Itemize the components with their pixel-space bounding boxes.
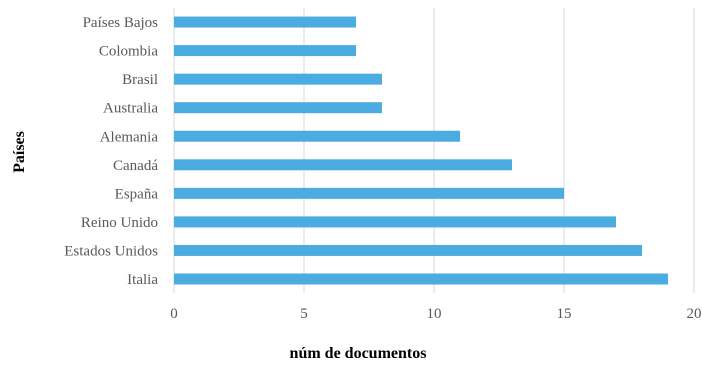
x-axis-title: núm de documentos: [290, 345, 427, 362]
x-tick-label: 15: [557, 306, 572, 322]
x-tick-label: 0: [170, 306, 178, 322]
x-tick-label: 5: [300, 306, 308, 322]
y-axis-title: Países: [11, 131, 28, 173]
x-tick-labels: 0 5 10 15 20: [170, 306, 701, 322]
y-tick-label-espana: España: [115, 186, 159, 202]
y-tick-label-estados-unidos: Estados Unidos: [64, 243, 158, 259]
bars: [174, 16, 668, 285]
bar-colombia: [174, 45, 356, 57]
y-tick-label-colombia: Colombia: [99, 44, 159, 60]
bar-estados-unidos: [174, 244, 642, 256]
bar-paises-bajos: [174, 16, 356, 28]
y-tick-label-italia: Italia: [127, 272, 158, 288]
y-tick-labels: Italia Estados Unidos Reino Unido España Can…: [64, 15, 158, 288]
y-tick-label-paises-bajos: Países Bajos: [83, 15, 159, 31]
x-tick-label: 20: [687, 306, 702, 322]
bar-canada: [174, 159, 512, 171]
y-tick-label-reino-unido: Reino Unido: [81, 215, 158, 231]
bar-australia: [174, 102, 382, 114]
y-tick-label-australia: Australia: [103, 101, 158, 117]
y-tick-label-canada: Canadá: [113, 158, 158, 174]
bar-espana: [174, 187, 564, 199]
y-tick-label-brasil: Brasil: [122, 72, 158, 88]
bar-italia: [174, 273, 668, 285]
bar-reino-unido: [174, 216, 616, 228]
bar-brasil: [174, 73, 382, 85]
y-tick-label-alemania: Alemania: [100, 129, 159, 145]
x-tick-label: 10: [427, 306, 442, 322]
bar-alemania: [174, 130, 460, 142]
